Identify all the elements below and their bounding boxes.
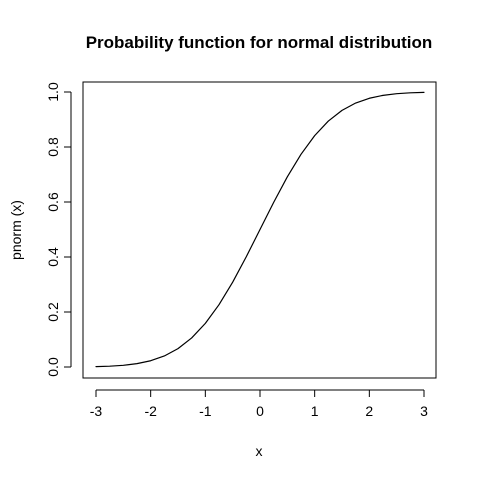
series-line <box>95 91 425 368</box>
x-tick-label: 1 <box>311 403 319 419</box>
y-tick-label: 0.8 <box>45 137 61 157</box>
y-tick-label: 1.0 <box>45 82 61 102</box>
y-axis: 0.0 0.2 0.4 0.6 0.8 1.0 <box>45 82 72 377</box>
y-tick-label: 0.2 <box>45 302 61 322</box>
chart-title: Probability function for normal distribu… <box>86 33 433 52</box>
x-tick-label: -1 <box>199 403 212 419</box>
y-tick-label: 0.0 <box>45 357 61 377</box>
series-layer <box>95 91 425 368</box>
x-tick-label: 2 <box>365 403 373 419</box>
x-tick-label: 3 <box>420 403 428 419</box>
y-tick-label: 0.6 <box>45 192 61 212</box>
x-tick-label: -3 <box>90 403 103 419</box>
x-axis: -3 -2 -1 0 1 2 3 <box>90 389 428 419</box>
x-tick-label: -2 <box>144 403 157 419</box>
plot-frame <box>82 81 437 379</box>
y-tick-label: 0.4 <box>45 247 61 267</box>
y-axis-label: pnorm (x) <box>8 200 24 260</box>
x-axis-label: x <box>256 443 263 459</box>
x-tick-label: 0 <box>256 403 264 419</box>
